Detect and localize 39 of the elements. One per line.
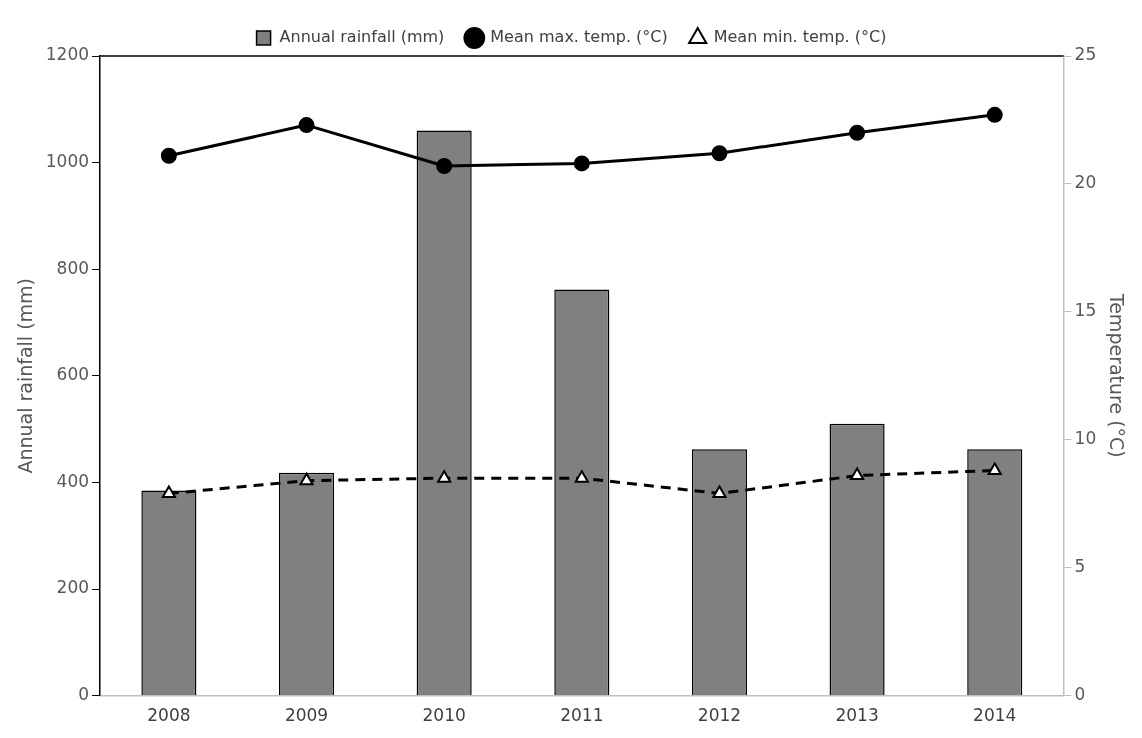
x-tick-label: 2014 bbox=[973, 705, 1017, 726]
point bbox=[298, 117, 315, 134]
point bbox=[987, 462, 1002, 475]
y-tick-label: 800 bbox=[56, 257, 90, 278]
y2-tick-label: 15 bbox=[1074, 300, 1097, 321]
point bbox=[986, 106, 1003, 123]
y-tick-label: 600 bbox=[56, 364, 90, 385]
y-tick-label: 1000 bbox=[45, 151, 90, 172]
point bbox=[437, 470, 452, 483]
y2-tick-label: 20 bbox=[1074, 172, 1097, 193]
y-tick-label: 1200 bbox=[45, 44, 90, 65]
x-tick-label: 2013 bbox=[835, 705, 879, 726]
y2-tick-label: 0 bbox=[1074, 684, 1086, 705]
x-tick-label: 2011 bbox=[560, 705, 604, 726]
y-axis-title: Annual rainfall (mm) bbox=[14, 277, 37, 474]
point bbox=[849, 124, 866, 141]
point bbox=[160, 147, 177, 164]
point bbox=[436, 158, 453, 175]
point bbox=[850, 467, 865, 481]
x-tick-label: 2009 bbox=[284, 705, 329, 726]
y2-axis-title: Temperature (°C) bbox=[1105, 292, 1128, 458]
x-tick-label: 2012 bbox=[697, 705, 742, 726]
legend-label: Mean min. temp. (°C) bbox=[713, 27, 887, 47]
y-tick-label: 0 bbox=[78, 684, 90, 705]
point bbox=[711, 145, 728, 162]
y2-tick-label: 25 bbox=[1074, 44, 1097, 65]
y2-tick-label: 10 bbox=[1074, 428, 1097, 449]
y-tick-label: 400 bbox=[56, 470, 90, 491]
y-tick-label: 200 bbox=[56, 577, 90, 598]
point bbox=[161, 485, 176, 498]
x-tick-label: 2008 bbox=[147, 705, 191, 726]
y2-tick-label: 5 bbox=[1074, 556, 1086, 577]
legend-label: Annual rainfall (mm) bbox=[279, 27, 445, 47]
point bbox=[573, 155, 590, 172]
point bbox=[712, 485, 727, 498]
point bbox=[574, 470, 589, 483]
legend-label: Mean max. temp. (°C) bbox=[490, 27, 668, 47]
x-tick-label: 2010 bbox=[422, 705, 466, 726]
point bbox=[299, 472, 314, 486]
